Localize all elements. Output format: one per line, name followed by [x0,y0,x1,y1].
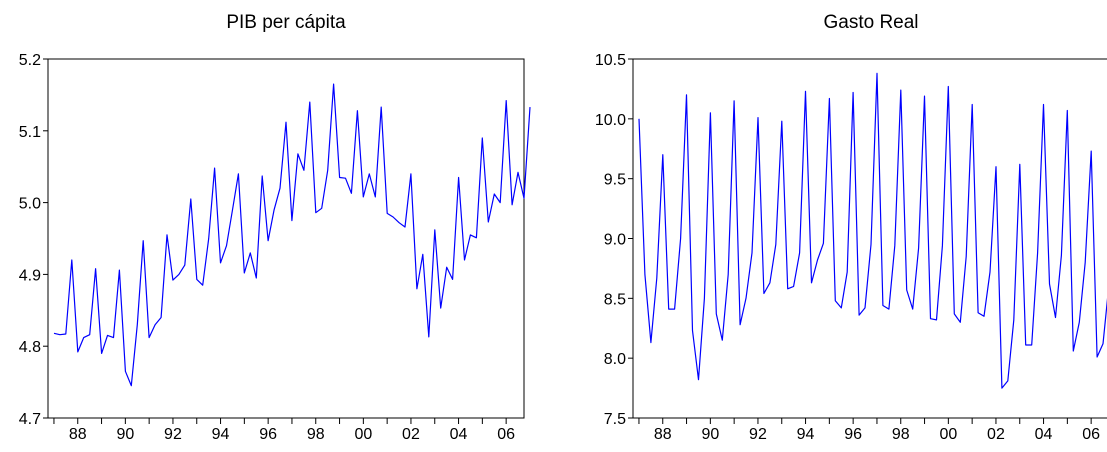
panel-pib-per-capita: PIB per cápita 4.7 4.8 4.9 5.0 5.1 5.2 88 90 92 9… [19,12,531,443]
x-tick-label: 98 [892,426,910,443]
x-tick-label: 02 [987,426,1005,443]
y-tick-label: 5.0 [19,196,41,213]
series-line [638,72,1107,389]
x-tick-label: 88 [654,426,672,443]
x-tick-label: 94 [212,426,230,443]
series-line [53,83,531,387]
x-tick-label: 92 [749,426,767,443]
plot-frame [632,58,1107,419]
y-tick-label: 10.5 [595,52,626,69]
y-tick-label: 8.5 [604,291,626,308]
plot-frame [47,58,525,419]
x-tick-label: 96 [259,426,277,443]
chart-title: Gasto Real [823,12,918,33]
x-tick-label: 90 [116,426,134,443]
x-tick-label: 96 [844,426,862,443]
x-tick-label: 00 [354,426,372,443]
x-tick-label: 92 [164,426,182,443]
y-tick-label: 5.1 [19,124,41,141]
y-tick-label: 8.0 [604,351,626,368]
y-tick-label: 4.9 [19,267,41,284]
x-tick-label: 04 [1035,426,1053,443]
x-tick-label: 94 [797,426,815,443]
x-tick-label: 06 [497,426,515,443]
y-tick-label: 9.5 [604,172,626,189]
y-tick-label: 7.5 [604,411,626,428]
panel-gasto-real: Gasto Real 7.5 8.0 8.5 9.0 9.5 10.0 10.5 88 90 92… [595,12,1107,443]
y-tick-label: 4.7 [19,411,41,428]
y-tick-label: 5.2 [19,52,41,69]
y-tick-label: 9.0 [604,232,626,249]
y-tick-label: 4.8 [19,339,41,356]
x-tick-label: 90 [701,426,719,443]
x-tick-label: 04 [450,426,468,443]
x-tick-label: 98 [307,426,325,443]
y-tick-label: 10.0 [595,112,626,129]
x-tick-label: 06 [1082,426,1100,443]
chart-title: PIB per cápita [226,12,346,33]
x-tick-label: 00 [939,426,957,443]
x-tick-label: 02 [402,426,420,443]
x-tick-label: 88 [69,426,87,443]
